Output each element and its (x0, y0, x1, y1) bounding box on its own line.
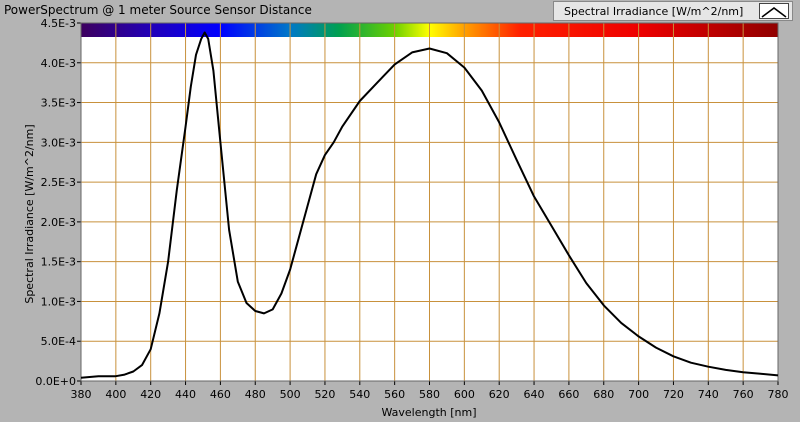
x-tick-label: 580 (419, 388, 440, 401)
x-tick-label: 540 (349, 388, 370, 401)
axes: 380 400 420 440 460 480 500 520 540 560 580 600 620 6… (35, 17, 788, 401)
y-tick-label: 1.0E-3 (41, 295, 76, 308)
spectral-irradiance-line (80, 31, 779, 379)
y-tick-label: 2.0E-3 (41, 216, 76, 229)
grid-lines (80, 22, 779, 382)
y-tick-label: 4.0E-3 (41, 57, 76, 70)
x-tick-label: 640 (524, 388, 545, 401)
line-sample-icon[interactable] (759, 3, 789, 19)
y-tick-label: 5.0E-4 (41, 335, 76, 348)
x-tick-label: 660 (558, 388, 579, 401)
x-tick-label: 680 (593, 388, 614, 401)
x-axis-label: Wavelength [nm] (381, 406, 476, 419)
x-tick-label: 780 (768, 388, 789, 401)
x-tick-label: 720 (663, 388, 684, 401)
x-tick-label: 400 (105, 388, 126, 401)
x-tick-label: 460 (210, 388, 231, 401)
y-tick-label: 3.5E-3 (41, 97, 76, 110)
legend[interactable]: Spectral Irradiance [W/m^2/nm] (553, 1, 793, 21)
legend-label: Spectral Irradiance [W/m^2/nm] (564, 5, 744, 18)
y-tick-label: 1.5E-3 (41, 256, 76, 269)
y-tick-label: 3.0E-3 (41, 136, 76, 149)
series-layer (80, 31, 779, 379)
y-tick-label: 2.5E-3 (41, 176, 76, 189)
x-tick-label: 600 (454, 388, 475, 401)
x-tick-label: 380 (71, 388, 92, 401)
plot-frame (80, 22, 779, 382)
x-tick-label: 520 (314, 388, 335, 401)
x-tick-label: 500 (280, 388, 301, 401)
y-tick-label: 4.5E-3 (41, 17, 76, 30)
chart-title: PowerSpectrum @ 1 meter Source Sensor Di… (4, 3, 312, 17)
x-tick-label: 440 (175, 388, 196, 401)
x-tick-label: 700 (628, 388, 649, 401)
y-tick-label: 0.0E+0 (35, 375, 76, 388)
x-tick-label: 620 (489, 388, 510, 401)
x-tick-label: 480 (245, 388, 266, 401)
x-tick-label: 760 (733, 388, 754, 401)
x-tick-label: 740 (698, 388, 719, 401)
x-tick-label: 560 (384, 388, 405, 401)
x-tick-label: 420 (140, 388, 161, 401)
y-axis-label: Spectral Irradiance [W/m^2/nm] (23, 124, 36, 303)
